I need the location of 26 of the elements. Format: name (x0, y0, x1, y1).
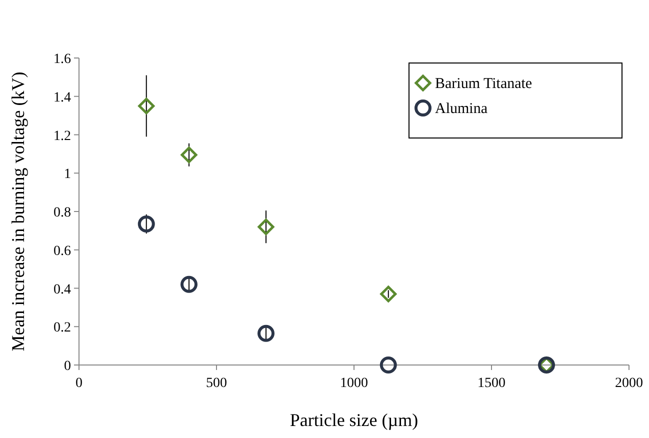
point (138, 215, 155, 232)
y-tick-label: 1 (64, 167, 71, 182)
x-tick-label: 1500 (478, 376, 506, 391)
point (258, 324, 274, 342)
y-tick-label: 0.6 (54, 244, 71, 259)
point (380, 286, 397, 302)
y-axis-title: Mean increase in burning voltage (kV) (8, 72, 28, 352)
legend-label: Alumina (435, 101, 488, 117)
point (138, 98, 155, 114)
point (180, 146, 198, 164)
point (258, 218, 274, 236)
point (380, 356, 397, 374)
y-tick-label: 1.6 (54, 52, 71, 67)
y-tick-label: 0.2 (54, 320, 71, 336)
point (180, 276, 198, 293)
x-tick-label: 0 (76, 376, 82, 391)
x-tick-label: 1000 (340, 376, 368, 391)
y-tick-label: 1.2 (54, 128, 71, 144)
y-tick-label: 0.4 (54, 282, 71, 298)
y-tick-label: 0.8 (54, 206, 71, 220)
x-tick-label: 500 (206, 376, 227, 391)
x-axis-title: Particle size (µm) (290, 410, 418, 430)
y-tick-label: 0 (64, 359, 71, 374)
legend-label: Barium Titanate (435, 76, 532, 92)
x-tick-label: 2000 (615, 376, 643, 391)
y-tick-label: 1.4 (54, 90, 71, 106)
